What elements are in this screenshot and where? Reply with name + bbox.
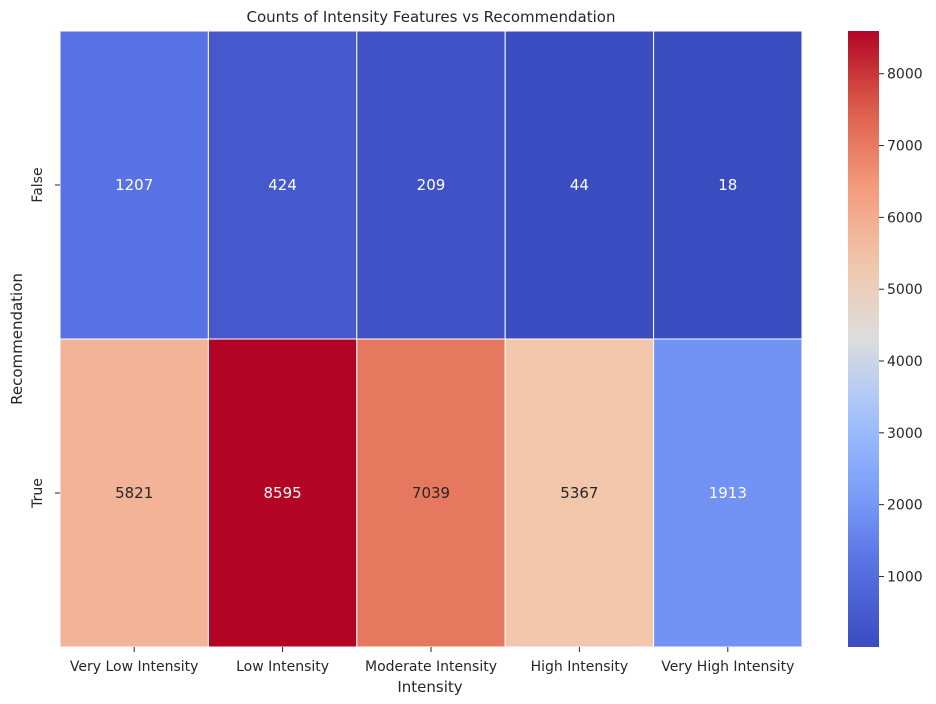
cell-value-label: 1207 [115,176,153,194]
colorbar-tick-label: 2000 [887,498,923,514]
x-tick-label: Very High Intensity [661,659,794,675]
colorbar-gradient [848,31,879,647]
heatmap-cell [207,338,358,648]
cell-value-label: 5367 [560,484,598,502]
colorbar-tick-label: 5000 [887,282,923,298]
cell-value-label: 209 [417,176,446,194]
heatmap-cell [653,338,803,648]
x-tick-label: High Intensity [531,659,629,675]
cell-value-label: 7039 [412,484,450,502]
colorbar-tick-label: 6000 [887,210,923,226]
cell-value-label: 18 [718,176,737,194]
colorbar-tick-label: 4000 [887,354,923,370]
heatmap-cell [59,338,209,648]
y-tick-labels: False True [30,167,60,509]
cell-value-label: 44 [570,176,589,194]
colorbar-tick-label: 3000 [887,426,923,442]
x-tick-labels: Very Low Intensity Low Intensity Moderate … [70,647,794,675]
cell-value-label: 8595 [264,484,302,502]
x-axis-label: Intensity [397,678,462,696]
colorbar-tick-label: 1000 [887,569,923,585]
heatmap-cells: 1207 424 209 44 18 5821 8595 7039 5367 1913 [59,30,803,648]
x-tick-label: Very Low Intensity [70,659,199,675]
colorbar-tick-label: 8000 [887,67,923,83]
heatmap-cell [59,30,209,340]
heatmap-cell [504,30,655,340]
colorbar-tick-label: 7000 [887,139,923,155]
x-tick-label: Low Intensity [236,659,329,675]
heatmap-cell [356,30,506,340]
y-tick-label: True [30,478,46,509]
heatmap-cell [207,30,358,340]
y-axis-label: Recommendation [8,273,26,405]
cell-value-label: 1913 [709,484,747,502]
y-tick-label: False [30,167,46,202]
chart-title: Counts of Intensity Features vs Recommen… [247,8,616,26]
cell-value-label: 424 [268,176,297,194]
heatmap-cell [356,338,506,648]
cell-value-label: 5821 [115,484,153,502]
colorbar: 1000 2000 3000 4000 5000 6000 7000 8000 [848,31,923,647]
heatmap-cell [653,30,803,340]
x-tick-label: Moderate Intensity [365,659,497,675]
